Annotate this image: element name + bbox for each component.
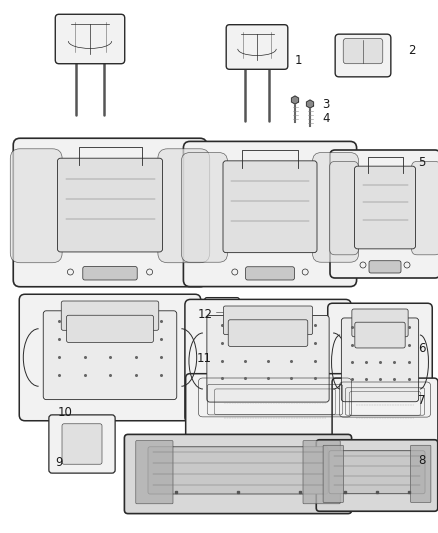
FancyBboxPatch shape xyxy=(124,434,352,514)
Text: 12: 12 xyxy=(198,308,213,320)
FancyBboxPatch shape xyxy=(335,34,391,77)
FancyBboxPatch shape xyxy=(355,322,405,348)
FancyBboxPatch shape xyxy=(354,166,416,249)
FancyBboxPatch shape xyxy=(205,297,240,362)
FancyBboxPatch shape xyxy=(246,266,294,280)
FancyBboxPatch shape xyxy=(186,374,364,454)
FancyBboxPatch shape xyxy=(49,415,115,473)
Text: 2: 2 xyxy=(408,44,416,56)
FancyBboxPatch shape xyxy=(228,320,308,346)
FancyBboxPatch shape xyxy=(410,445,431,503)
FancyBboxPatch shape xyxy=(316,440,438,511)
FancyBboxPatch shape xyxy=(330,150,438,278)
FancyBboxPatch shape xyxy=(223,161,317,253)
FancyBboxPatch shape xyxy=(329,451,425,494)
FancyBboxPatch shape xyxy=(148,447,328,494)
Text: 5: 5 xyxy=(418,156,425,168)
FancyBboxPatch shape xyxy=(303,441,340,504)
Polygon shape xyxy=(307,100,314,108)
FancyBboxPatch shape xyxy=(185,300,351,423)
Text: 11: 11 xyxy=(197,351,212,365)
FancyBboxPatch shape xyxy=(369,261,401,273)
FancyBboxPatch shape xyxy=(412,161,438,255)
FancyBboxPatch shape xyxy=(13,138,207,287)
FancyBboxPatch shape xyxy=(184,141,357,287)
FancyBboxPatch shape xyxy=(55,14,125,64)
Text: 3: 3 xyxy=(322,98,329,110)
FancyBboxPatch shape xyxy=(341,318,419,402)
FancyBboxPatch shape xyxy=(332,378,438,451)
FancyBboxPatch shape xyxy=(181,152,227,262)
FancyBboxPatch shape xyxy=(57,158,162,252)
FancyBboxPatch shape xyxy=(330,161,358,255)
FancyBboxPatch shape xyxy=(67,315,153,342)
FancyBboxPatch shape xyxy=(323,445,343,503)
Text: 7: 7 xyxy=(418,393,425,407)
FancyBboxPatch shape xyxy=(10,149,62,263)
FancyBboxPatch shape xyxy=(328,303,432,421)
FancyBboxPatch shape xyxy=(352,309,408,337)
FancyBboxPatch shape xyxy=(207,316,329,402)
FancyBboxPatch shape xyxy=(313,152,359,262)
FancyBboxPatch shape xyxy=(19,294,201,421)
Text: 4: 4 xyxy=(322,111,329,125)
Polygon shape xyxy=(292,96,298,104)
FancyBboxPatch shape xyxy=(343,38,383,64)
Text: 8: 8 xyxy=(418,454,425,466)
FancyBboxPatch shape xyxy=(43,311,177,400)
FancyBboxPatch shape xyxy=(62,424,102,464)
FancyBboxPatch shape xyxy=(61,301,159,330)
Text: 6: 6 xyxy=(418,342,425,354)
Text: 10: 10 xyxy=(58,406,73,418)
FancyBboxPatch shape xyxy=(223,306,313,335)
FancyBboxPatch shape xyxy=(158,149,210,263)
Text: 9: 9 xyxy=(55,456,63,469)
FancyBboxPatch shape xyxy=(83,266,137,280)
FancyBboxPatch shape xyxy=(226,25,288,69)
FancyBboxPatch shape xyxy=(136,441,173,504)
Text: 1: 1 xyxy=(295,53,303,67)
